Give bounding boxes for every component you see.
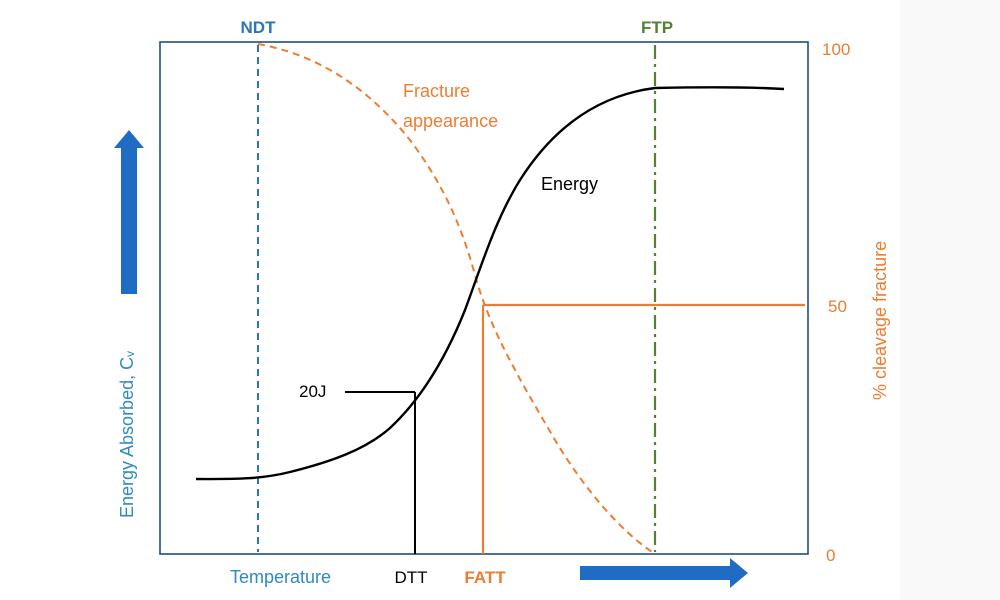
arrow-up-icon: [114, 130, 144, 294]
dtt-label: DTT: [394, 568, 427, 587]
left-axis-label: Energy Absorbed, Cᵥ: [117, 351, 137, 518]
right-tick-100: 100: [822, 40, 850, 59]
page-margin: [900, 0, 1000, 600]
j20-label: 20J: [299, 382, 326, 401]
fracture-appearance-label-line1: Fracture: [403, 81, 470, 101]
arrow-right-icon: [580, 558, 748, 588]
fracture-appearance-curve: [257, 43, 653, 553]
energy-label: Energy: [541, 174, 598, 194]
right-tick-0: 0: [826, 546, 835, 565]
fracture-appearance-label-line2: appearance: [403, 111, 498, 131]
temperature-label: Temperature: [230, 567, 331, 587]
right-axis-label: % cleavage fracture: [870, 241, 890, 400]
ftp-label: FTP: [641, 18, 673, 37]
right-tick-50: 50: [828, 297, 847, 316]
ndt-label: NDT: [241, 18, 277, 37]
fatt-label: FATT: [464, 568, 506, 587]
energy-curve: [195, 86, 785, 481]
